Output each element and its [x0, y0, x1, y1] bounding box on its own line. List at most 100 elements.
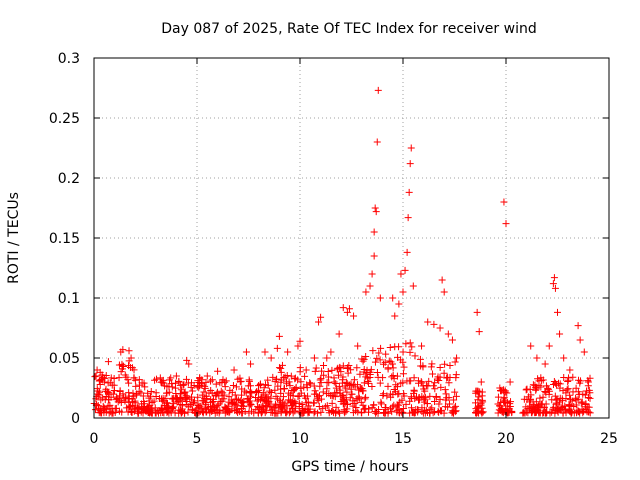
data-point [286, 397, 294, 405]
data-point [289, 387, 297, 395]
data-point [332, 380, 340, 388]
data-point [182, 394, 190, 402]
data-point [359, 387, 367, 395]
data-point [236, 378, 244, 386]
data-point [477, 378, 485, 386]
data-point [372, 409, 380, 417]
data-point [431, 398, 439, 406]
data-point [556, 394, 564, 402]
data-point [157, 406, 165, 414]
data-point [533, 354, 541, 362]
data-point [201, 382, 209, 390]
data-point [110, 387, 118, 395]
data-point [196, 402, 204, 410]
data-point [172, 389, 180, 397]
data-point [317, 408, 325, 416]
data-point [343, 388, 351, 396]
data-point [237, 391, 245, 399]
data-point [415, 396, 423, 404]
data-point [310, 354, 318, 362]
data-point [576, 379, 584, 387]
data-point [574, 388, 582, 396]
x-tick-label: 5 [193, 431, 202, 447]
data-point [380, 360, 388, 368]
data-point [194, 377, 202, 385]
data-point [564, 378, 572, 386]
data-point [228, 405, 236, 413]
data-point [335, 382, 343, 390]
data-point [565, 401, 573, 409]
data-point [450, 396, 458, 404]
data-points [90, 86, 594, 417]
data-point [406, 339, 414, 347]
data-point [181, 409, 189, 417]
data-point [273, 344, 281, 352]
data-point [448, 409, 456, 417]
data-point [383, 392, 391, 400]
data-point [402, 400, 410, 408]
data-point [586, 409, 594, 417]
data-point [582, 400, 590, 408]
data-point [343, 400, 351, 408]
data-point [424, 318, 432, 326]
data-point [105, 389, 113, 397]
data-point [211, 409, 219, 417]
data-point [253, 387, 261, 395]
data-point [414, 406, 422, 414]
data-point [423, 400, 431, 408]
data-point [320, 362, 328, 370]
data-point [343, 380, 351, 388]
data-point [117, 398, 125, 406]
data-point [580, 348, 588, 356]
data-point [228, 399, 236, 407]
data-point [126, 363, 134, 371]
data-point [321, 403, 329, 411]
data-point [452, 392, 460, 400]
data-point [292, 404, 300, 412]
data-point [91, 406, 99, 414]
data-point [296, 337, 304, 345]
data-point [302, 366, 310, 374]
data-point [407, 404, 415, 412]
data-point [559, 387, 567, 395]
data-point [475, 393, 483, 401]
data-point [575, 376, 583, 384]
data-point [579, 409, 587, 417]
data-point [451, 358, 459, 366]
data-point [296, 364, 304, 372]
data-point [395, 390, 403, 398]
data-point [556, 380, 564, 388]
data-point [368, 270, 376, 278]
data-point [125, 379, 133, 387]
data-point [441, 386, 449, 394]
gridlines [94, 58, 609, 418]
data-point [345, 305, 353, 313]
data-point [386, 390, 394, 398]
data-point [144, 389, 152, 397]
data-point [133, 403, 141, 411]
data-point [410, 387, 418, 395]
data-point [368, 404, 376, 412]
data-point [252, 405, 260, 413]
data-point [181, 388, 189, 396]
data-point [203, 372, 211, 380]
data-point [442, 390, 450, 398]
data-point [328, 408, 336, 415]
data-point [508, 408, 516, 416]
data-point [255, 382, 263, 390]
data-point [354, 342, 362, 350]
data-point [503, 389, 511, 397]
data-point [115, 374, 123, 382]
data-point [230, 366, 238, 374]
data-point [287, 372, 295, 380]
data-point [231, 391, 239, 399]
data-point [346, 394, 354, 402]
data-point [219, 389, 227, 397]
data-point [536, 408, 544, 416]
data-point [398, 396, 406, 404]
data-point [435, 376, 443, 384]
data-point [375, 406, 383, 414]
data-point [389, 371, 397, 379]
data-point [399, 348, 407, 356]
data-point [416, 355, 424, 363]
